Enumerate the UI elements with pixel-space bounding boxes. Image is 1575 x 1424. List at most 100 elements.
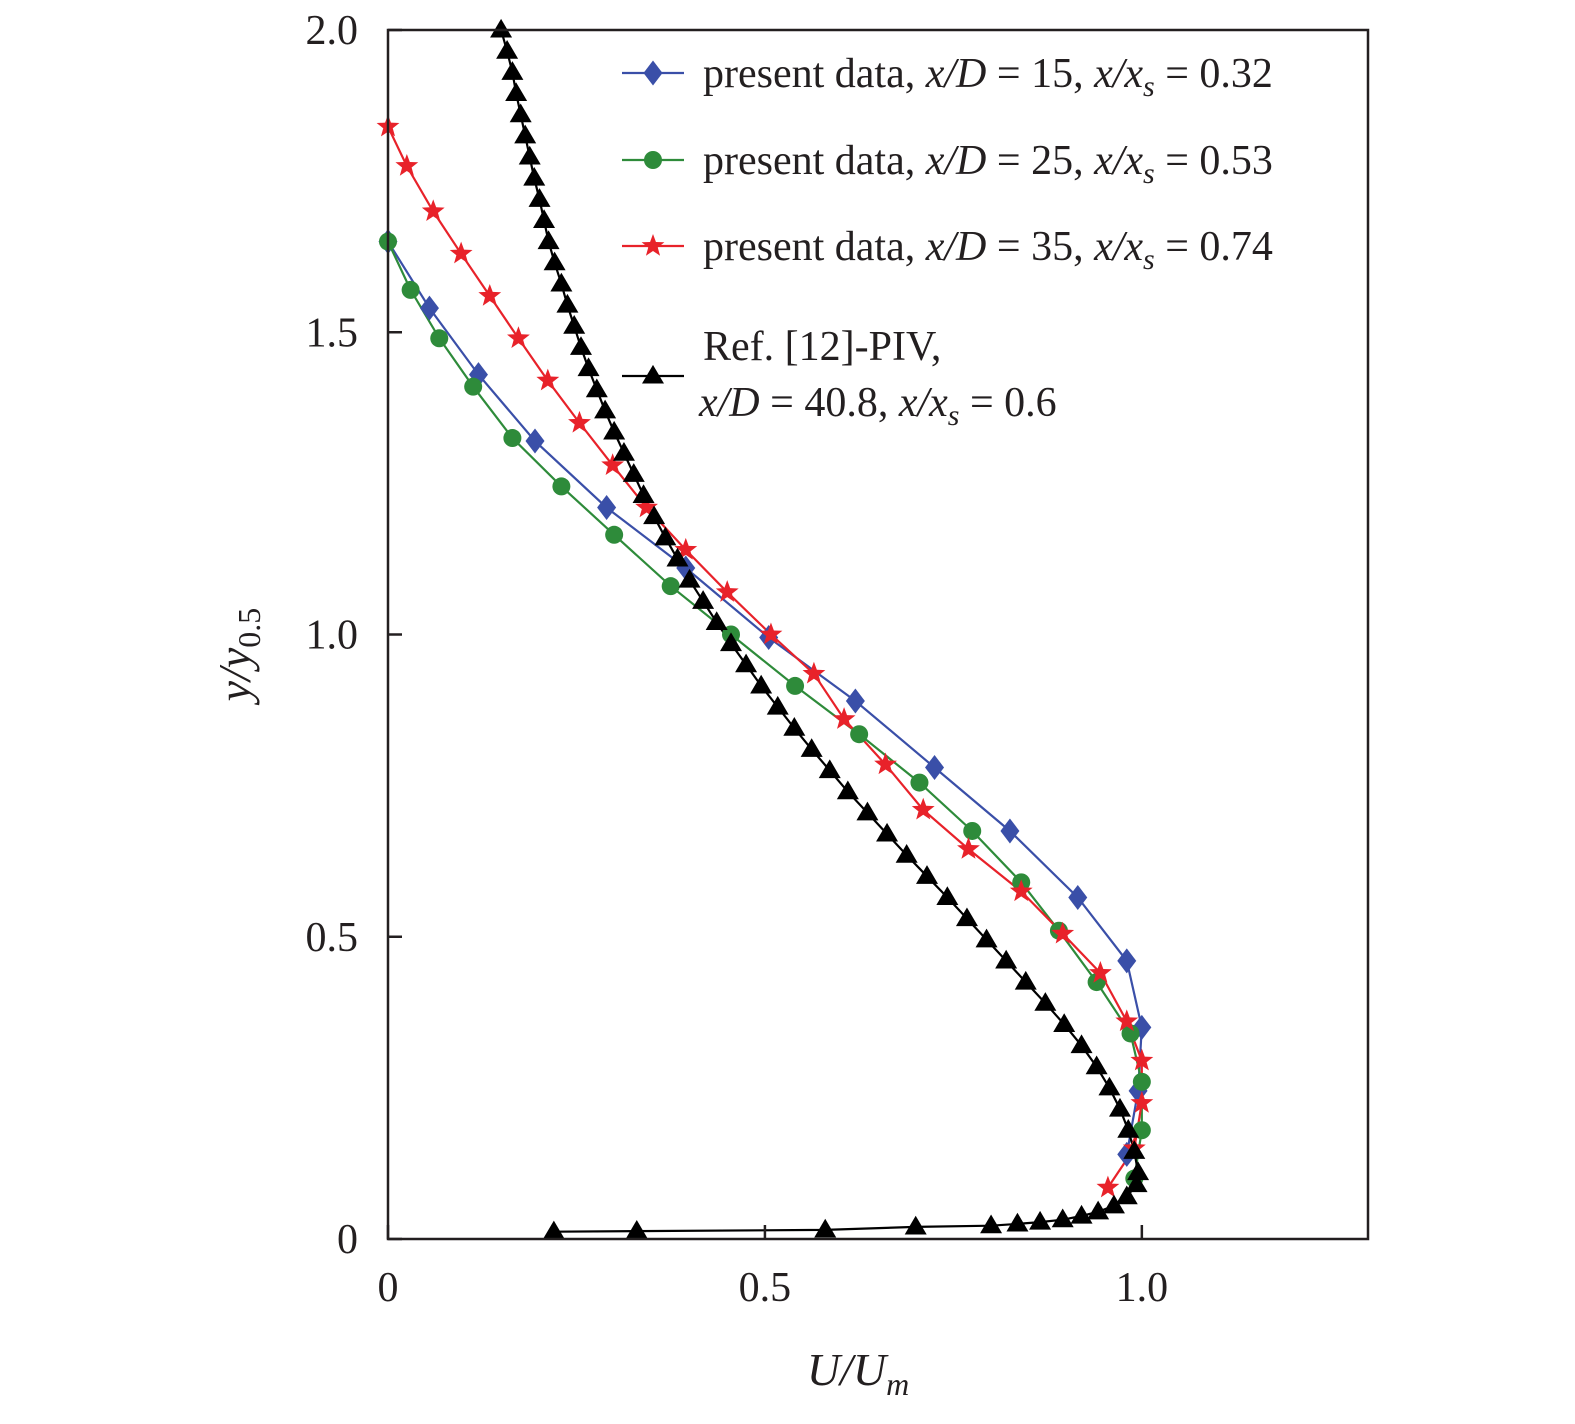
data-point-piv [766, 695, 789, 715]
data-point-piv [1125, 1173, 1148, 1193]
y-tick-label: 0.5 [306, 915, 359, 961]
legend-item-xd15: present data, x/D = 15, x/xs = 0.32 [622, 51, 1273, 103]
legend-label-xd35: present data, x/D = 35, x/xs = 0.74 [703, 224, 1273, 276]
data-point-xd35 [674, 537, 698, 560]
data-point-piv [1098, 1076, 1121, 1096]
data-point-piv [895, 843, 918, 863]
data-point-piv [1034, 992, 1057, 1011]
legend-label-piv-line2: x/D = 40.8, x/xs = 0.6 [698, 380, 1057, 432]
data-point-piv [556, 293, 579, 313]
data-point-xd35 [421, 199, 445, 222]
data-point-xd25 [1132, 1072, 1151, 1091]
x-axis-label-sub: m [886, 1366, 909, 1402]
data-point-xd25 [963, 821, 982, 840]
data-point-piv [818, 759, 841, 779]
data-point-piv [904, 1215, 927, 1235]
data-point-xd35 [715, 580, 739, 602]
legend-item-xd35: present data, x/D = 35, x/xs = 0.74 [622, 224, 1273, 276]
data-point-piv [594, 399, 617, 419]
data-point-piv [1029, 1210, 1052, 1230]
data-point-piv [936, 886, 959, 906]
data-point-xd35 [601, 453, 625, 475]
data-point-piv [501, 61, 524, 80]
y-tick-label: 0 [337, 1217, 358, 1263]
data-point-piv [1053, 1013, 1076, 1032]
data-point-xd15 [419, 295, 439, 321]
data-point-piv [1070, 1034, 1093, 1054]
legend-item-xd25: present data, x/D = 25, x/xs = 0.53 [622, 138, 1273, 190]
data-point-xd35 [635, 495, 658, 518]
data-point-piv [1087, 1200, 1110, 1220]
data-point-xd35 [957, 837, 980, 859]
data-point-xd35 [1009, 879, 1033, 902]
data-point-piv [1006, 1212, 1029, 1232]
data-point-piv [1115, 1185, 1138, 1205]
data-point-piv [995, 949, 1018, 969]
data-point-xd15 [1068, 884, 1088, 910]
data-point-xd35 [536, 368, 560, 391]
data-point-xd15 [845, 688, 865, 714]
data-point-piv [612, 441, 635, 461]
legend-label-xd15: present data, x/D = 15, x/xs = 0.32 [703, 51, 1273, 103]
data-point-piv [585, 378, 608, 398]
data-point-xd25 [464, 377, 483, 396]
data-point-piv [603, 420, 626, 440]
data-point-xd25 [401, 280, 420, 299]
data-point-xd35 [1088, 961, 1112, 983]
data-point-piv [955, 907, 978, 927]
axis-ticks [386, 28, 1144, 1241]
legend-item-piv: Ref. [12]-PIV, x/D = 40.8, x/xs = 0.6 [622, 324, 1057, 432]
data-point-xd35 [759, 622, 783, 645]
data-point-piv [975, 928, 998, 948]
tick-labels: 0 0.5 1.0 0 0.5 1.0 1.5 2.0 [306, 8, 1169, 1311]
data-point-piv [666, 547, 689, 567]
x-tick-label: 1.0 [1116, 1265, 1169, 1311]
data-point-piv [1127, 1161, 1150, 1181]
data-point-piv [577, 357, 600, 377]
data-point-piv [543, 251, 566, 271]
data-point-xd35 [568, 410, 591, 433]
legend-marker-piv [642, 364, 664, 384]
x-axis-label-main: U/U [807, 1344, 889, 1395]
data-point-xd35 [507, 326, 530, 348]
data-point-piv [563, 315, 586, 334]
data-point-piv [643, 505, 666, 525]
data-point-piv [1070, 1204, 1093, 1224]
data-point-xd35 [911, 797, 935, 820]
data-point-piv [1123, 1140, 1146, 1159]
data-point-xd25 [552, 477, 571, 496]
data-point-xd35 [1130, 1090, 1154, 1113]
data-point-piv [533, 209, 556, 228]
data-point-xd35 [1096, 1175, 1120, 1198]
legend-marker-xd25 [644, 151, 662, 169]
data-point-piv [692, 590, 715, 609]
data-point-piv [569, 336, 592, 355]
data-point-xd25 [786, 676, 805, 695]
data-point-piv [980, 1214, 1003, 1234]
data-point-piv [678, 568, 701, 588]
data-point-piv [632, 484, 655, 504]
x-tick-label: 0 [378, 1265, 399, 1311]
y-axis-label: y/y0.5 [209, 608, 267, 706]
data-point-piv [916, 865, 938, 884]
data-point-piv [750, 674, 773, 694]
y-tick-label: 1.0 [306, 613, 359, 659]
data-point-xd25 [430, 329, 449, 348]
series-markers [376, 18, 1154, 1240]
data-point-piv [705, 611, 728, 630]
data-point-piv [537, 230, 560, 250]
data-point-xd15 [525, 428, 545, 454]
legend-label-piv-line1: Ref. [12]-PIV, [703, 324, 941, 370]
data-point-xd35 [1115, 1009, 1139, 1032]
y-tick-label: 1.5 [306, 310, 359, 356]
data-point-piv [509, 103, 532, 123]
data-point-piv [1117, 1119, 1140, 1138]
legend-label-xd25: present data, x/D = 25, x/xs = 0.53 [703, 138, 1273, 190]
legend-marker-xd35 [641, 234, 665, 256]
data-point-xd15 [925, 754, 945, 780]
data-point-piv [856, 801, 879, 821]
data-point-piv [505, 82, 528, 102]
data-point-xd25 [605, 525, 624, 544]
data-point-piv [783, 717, 806, 736]
